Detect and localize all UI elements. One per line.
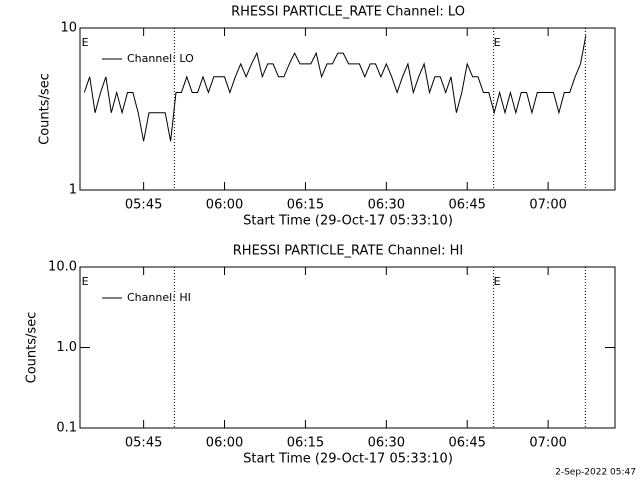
x-tick-label: 06:15	[287, 436, 324, 451]
y-tick-label: 10.0	[48, 260, 77, 275]
legend-label: Channel: HI	[127, 291, 191, 304]
x-tick-label: 06:15	[287, 198, 324, 213]
x-axis-label: Start Time (29-Oct-17 05:33:10)	[243, 452, 453, 467]
x-tick-label: 07:00	[529, 198, 566, 213]
x-axis-label: Start Time (29-Oct-17 05:33:10)	[243, 214, 453, 229]
x-tick-label: 05:45	[125, 436, 162, 451]
annotation: E	[494, 36, 501, 49]
y-tick-label: 1.0	[56, 340, 77, 355]
x-tick-label: 06:00	[206, 198, 243, 213]
data-line	[83, 35, 587, 142]
y-tick-label: 10	[60, 21, 77, 36]
annotation: E	[82, 275, 89, 288]
y-axis-label: Counts/sec	[38, 73, 53, 145]
chart-title: RHESSI PARTICLE_RATE Channel: LO	[231, 5, 465, 20]
annotation: E	[82, 36, 89, 49]
x-tick-label: 06:30	[368, 198, 405, 213]
chart-title: RHESSI PARTICLE_RATE Channel: HI	[233, 244, 463, 259]
y-tick-label: 1	[69, 183, 77, 198]
y-tick-label: 0.1	[56, 421, 77, 436]
plot-frame	[79, 27, 616, 191]
annotation: E	[494, 275, 501, 288]
x-tick-label: 06:45	[448, 436, 485, 451]
x-tick-label: 05:45	[125, 198, 162, 213]
x-tick-label: 06:30	[368, 436, 405, 451]
footer: 2-Sep-2022 05:47	[555, 468, 636, 478]
x-tick-label: 06:45	[448, 198, 485, 213]
x-tick-label: 06:00	[206, 436, 243, 451]
legend-label: Channel: LO	[127, 52, 194, 65]
y-axis-label: Counts/sec	[25, 312, 40, 384]
x-tick-label: 07:00	[529, 436, 566, 451]
